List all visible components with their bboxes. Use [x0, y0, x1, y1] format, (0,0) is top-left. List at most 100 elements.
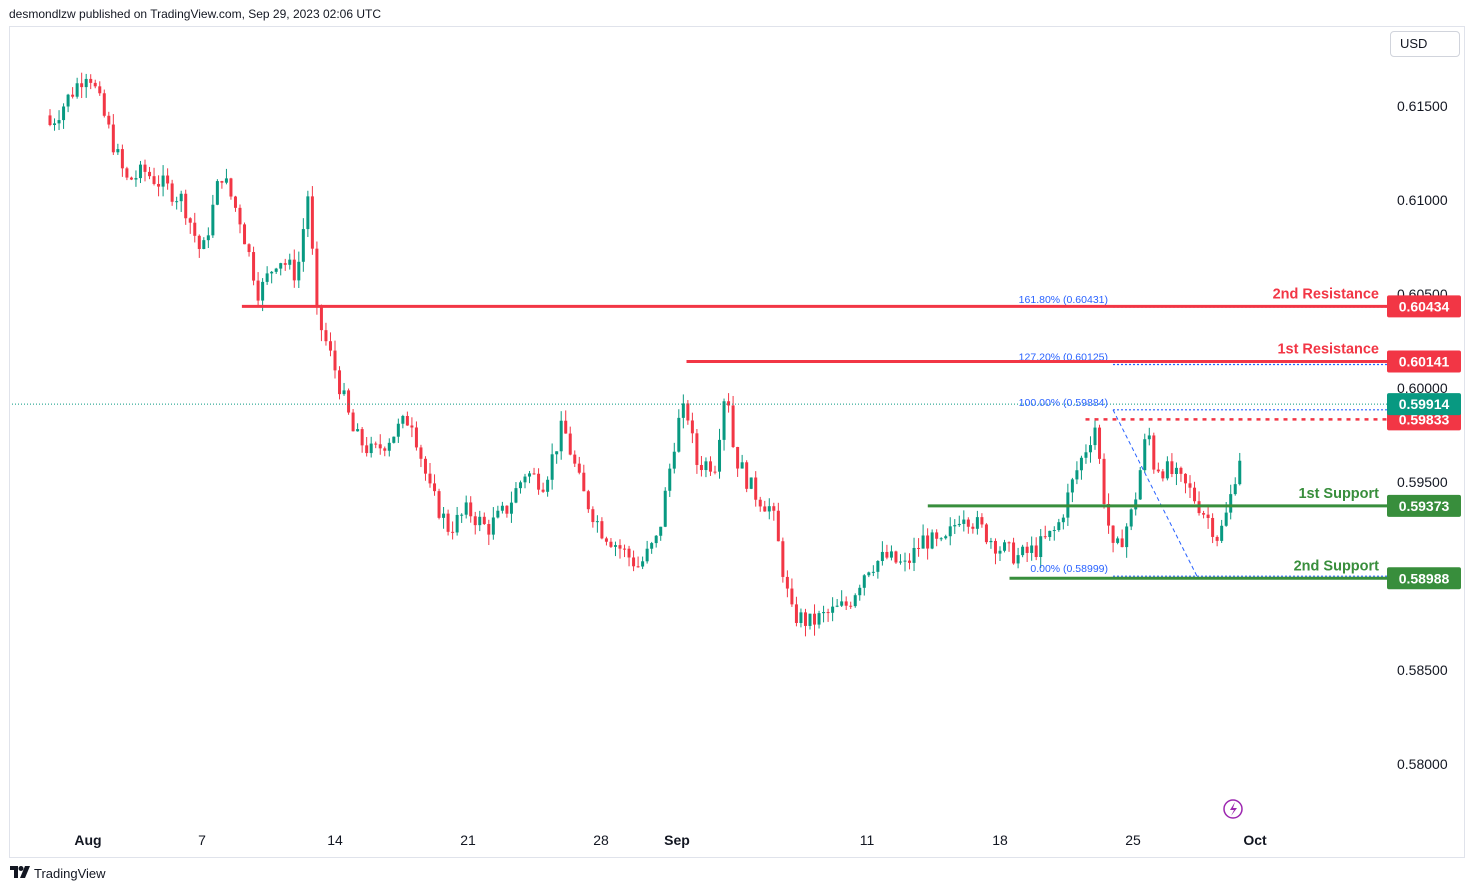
candle [763, 500, 767, 512]
candle [292, 249, 296, 288]
candle [785, 570, 789, 598]
candle [582, 464, 586, 492]
candle [188, 217, 192, 234]
candle [342, 382, 346, 396]
candle [315, 241, 319, 315]
candle [677, 409, 681, 453]
candle [889, 545, 893, 561]
candle [713, 465, 717, 475]
candle [690, 412, 694, 444]
candle [1111, 525, 1115, 553]
candle [1143, 433, 1147, 473]
time-tick-label: 18 [992, 832, 1008, 848]
candle [853, 593, 857, 608]
time-axis: Aug 7 14 21 28 Sep 11 18 25 Oct [74, 832, 1267, 848]
candle [600, 517, 604, 540]
level-title: 1st Resistance [1277, 341, 1379, 357]
candle [410, 417, 414, 438]
price-tick-label: 0.61000 [1397, 192, 1448, 208]
candle [595, 515, 599, 533]
candle [894, 550, 898, 564]
candle [1152, 432, 1156, 474]
price-tag: 0.58988 [1387, 567, 1461, 590]
candle [1084, 444, 1088, 464]
fib-retracement[interactable]: 161.80% (0.60431)127.20% (0.60125)100.00… [1019, 294, 1388, 577]
time-tick-label: 11 [860, 832, 875, 848]
candle [645, 540, 649, 564]
1st-resistance-level[interactable]: 1st Resistance [686, 341, 1389, 363]
tradingview-logo-icon [10, 866, 30, 881]
fib-level-label: 0.00% (0.58999) [1030, 563, 1108, 575]
candle [975, 510, 979, 535]
candle [668, 463, 672, 497]
candle [523, 473, 527, 489]
candle [170, 179, 174, 206]
candle [1138, 467, 1142, 500]
candle [152, 167, 156, 186]
candle [392, 436, 396, 444]
candle [1003, 539, 1007, 553]
1st-support-level[interactable]: 1st Support [927, 486, 1388, 508]
candle [310, 186, 314, 255]
candle [867, 571, 871, 578]
candle [1193, 481, 1197, 504]
candle [722, 398, 726, 451]
tradingview-brand: TradingView [10, 866, 106, 881]
chart-frame [9, 26, 1465, 858]
candle [532, 467, 536, 475]
candle [206, 227, 210, 249]
fib-trend-line [1112, 409, 1198, 577]
candle [1034, 537, 1038, 561]
candle [365, 437, 369, 457]
candle [351, 408, 355, 432]
candle [1188, 475, 1192, 499]
candle [1183, 473, 1187, 494]
candle [157, 175, 161, 197]
candle [1048, 530, 1052, 541]
candle [238, 204, 242, 234]
candle [374, 441, 378, 449]
candle [166, 168, 170, 190]
candle [442, 506, 446, 529]
candle [930, 529, 934, 550]
candle [1233, 477, 1237, 496]
candle [1007, 541, 1011, 552]
candle [1174, 462, 1178, 486]
candle [1134, 492, 1138, 516]
fib-level-label: 100.00% (0.59884) [1019, 397, 1108, 409]
candle [1220, 519, 1224, 543]
candle [822, 605, 826, 623]
candle [980, 513, 984, 528]
candle [84, 73, 88, 98]
candle [274, 267, 278, 274]
candle [215, 179, 219, 206]
replay-icon[interactable] [1223, 799, 1243, 819]
candle [736, 446, 740, 477]
candle [1075, 461, 1079, 485]
price-tags-layer: 0.60434 0.60141 0.59833 0.59373 0.58988 0.599… [1387, 295, 1461, 590]
candle [803, 608, 807, 637]
candle [840, 590, 844, 608]
overlays-layer: 161.80% (0.60431)127.20% (0.60125)100.00… [12, 286, 1389, 580]
candle [1061, 514, 1065, 530]
candle [776, 502, 780, 542]
candle [243, 222, 247, 245]
candle [808, 613, 812, 630]
currency-selector[interactable]: USD [1390, 31, 1460, 57]
candle [220, 180, 224, 189]
candle [831, 597, 835, 622]
candle [948, 517, 952, 546]
svg-text:0.59373: 0.59373 [1399, 498, 1450, 514]
2nd-support-level[interactable]: 2nd Support [1009, 558, 1389, 580]
candle [844, 596, 848, 610]
candle [541, 482, 545, 493]
candle [324, 322, 328, 346]
candle [328, 332, 332, 357]
candle [202, 237, 206, 250]
candle [80, 72, 84, 99]
candle [233, 195, 237, 212]
candle [1088, 436, 1092, 463]
2nd-resistance-level[interactable]: 2nd Resistance [241, 286, 1388, 308]
candle [333, 340, 337, 379]
